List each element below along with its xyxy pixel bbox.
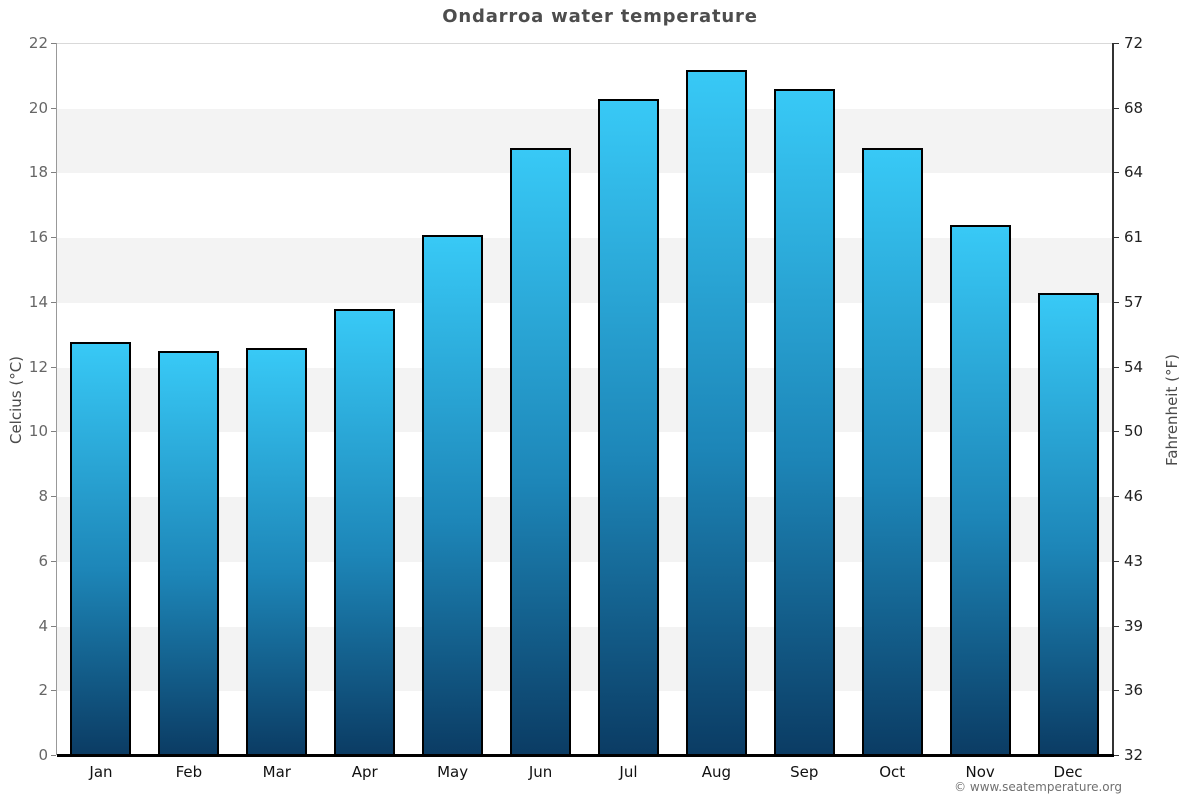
celsius-tick-label: 0	[38, 746, 48, 764]
fahrenheit-tick-mark	[1114, 561, 1119, 562]
month-label-mar: Mar	[262, 763, 291, 781]
chart-title: Ondarroa water temperature	[442, 6, 758, 27]
fahrenheit-tick-mark	[1114, 755, 1119, 756]
y-axis-line-right	[1112, 43, 1114, 755]
bar-jan	[70, 342, 132, 756]
bar-sep	[773, 89, 835, 756]
celsius-tick-mark	[51, 367, 56, 368]
bar-aug	[685, 70, 747, 756]
y-axis-line-left	[56, 43, 57, 755]
fahrenheit-tick-mark	[1114, 431, 1119, 432]
bar-may	[422, 235, 484, 756]
celsius-tick-mark	[51, 237, 56, 238]
celsius-tick-label: 8	[38, 487, 48, 506]
y-axis-title-fahrenheit: Fahrenheit (°F)	[1163, 354, 1181, 466]
month-label-sep: Sep	[790, 763, 819, 781]
fahrenheit-tick-mark	[1114, 690, 1119, 691]
celsius-tick-label: 16	[28, 228, 48, 247]
celsius-tick-mark	[51, 108, 56, 109]
fahrenheit-tick-mark	[1114, 43, 1119, 44]
fahrenheit-tick-mark	[1114, 237, 1119, 238]
fahrenheit-tick-label: 61	[1124, 228, 1144, 247]
fahrenheit-tick-mark	[1114, 108, 1119, 109]
month-label-jul: Jul	[619, 763, 638, 781]
bar-mar	[246, 348, 308, 756]
month-label-aug: Aug	[701, 763, 732, 781]
gridline-band	[57, 108, 1112, 174]
fahrenheit-tick-label: 43	[1124, 551, 1144, 570]
bar-apr	[334, 309, 396, 756]
month-label-apr: Apr	[351, 763, 378, 781]
celsius-tick-label: 12	[28, 357, 48, 376]
gridline-band	[57, 497, 1112, 562]
fahrenheit-tick-label: 54	[1124, 357, 1144, 376]
celsius-tick-label: 6	[38, 551, 48, 570]
celsius-tick-mark	[51, 172, 56, 173]
celsius-tick-mark	[51, 43, 56, 44]
celsius-tick-label: 20	[28, 98, 48, 117]
celsius-tick-label: 2	[38, 681, 48, 700]
fahrenheit-tick-mark	[1114, 367, 1119, 368]
bar-nov	[949, 225, 1011, 756]
watermark-credit: © www.seatemperature.org	[954, 780, 1122, 794]
fahrenheit-tick-label: 57	[1124, 292, 1144, 311]
x-axis-line	[57, 754, 1114, 757]
celsius-tick-label: 10	[28, 422, 48, 441]
fahrenheit-tick-mark	[1114, 496, 1119, 497]
fahrenheit-tick-label: 32	[1124, 746, 1144, 764]
fahrenheit-tick-mark	[1114, 172, 1119, 173]
fahrenheit-tick-label: 36	[1124, 681, 1144, 700]
month-label-nov: Nov	[965, 763, 995, 781]
fahrenheit-tick-label: 50	[1124, 422, 1144, 441]
month-label-feb: Feb	[175, 763, 203, 781]
celsius-tick-label: 14	[28, 292, 48, 311]
celsius-tick-label: 22	[28, 34, 48, 52]
month-label-dec: Dec	[1053, 763, 1083, 781]
month-label-jun: Jun	[528, 763, 553, 781]
gridline-band	[57, 238, 1112, 303]
bar-oct	[861, 148, 923, 756]
fahrenheit-tick-label: 64	[1124, 163, 1144, 182]
month-label-oct: Oct	[879, 763, 906, 781]
month-label-jan: Jan	[89, 763, 113, 781]
gridline-band	[57, 626, 1112, 692]
fahrenheit-tick-label: 39	[1124, 616, 1144, 635]
bar-feb	[158, 351, 220, 756]
celsius-tick-mark	[51, 561, 56, 562]
y-axis-title-celsius: Celcius (°C)	[7, 355, 25, 445]
celsius-tick-mark	[51, 690, 56, 691]
gridline-band	[57, 367, 1112, 433]
fahrenheit-tick-label: 72	[1124, 34, 1144, 52]
celsius-tick-mark	[51, 302, 56, 303]
bar-jun	[510, 148, 572, 756]
celsius-tick-label: 4	[38, 616, 48, 635]
fahrenheit-tick-label: 46	[1124, 487, 1144, 506]
bar-jul	[597, 99, 659, 756]
celsius-tick-mark	[51, 755, 56, 756]
month-label-may: May	[437, 763, 469, 781]
fahrenheit-tick-mark	[1114, 302, 1119, 303]
celsius-tick-mark	[51, 496, 56, 497]
celsius-tick-mark	[51, 626, 56, 627]
celsius-tick-label: 18	[28, 163, 48, 182]
plot-area	[57, 43, 1112, 756]
fahrenheit-tick-label: 68	[1124, 98, 1144, 117]
celsius-tick-mark	[51, 431, 56, 432]
bar-dec	[1037, 293, 1099, 756]
fahrenheit-tick-mark	[1114, 626, 1119, 627]
